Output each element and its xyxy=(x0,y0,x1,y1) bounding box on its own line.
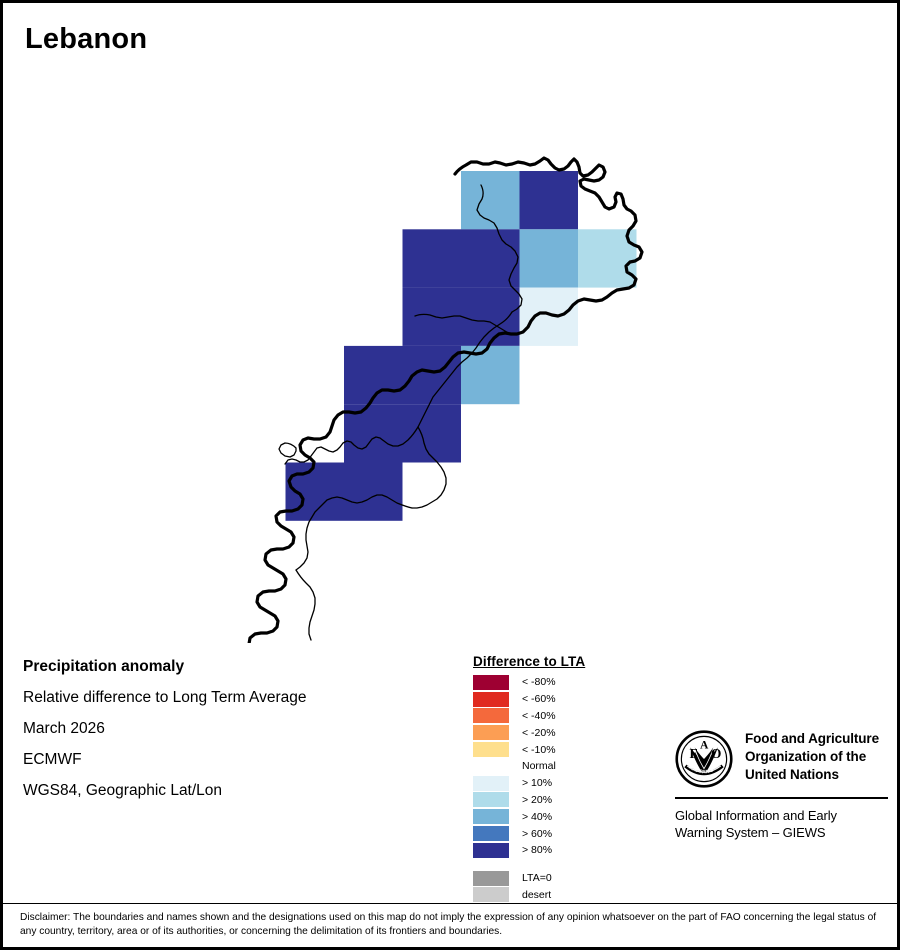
legend-label: < -80% xyxy=(522,676,556,689)
map-legend: Difference to LTA < -80% < -60% < -40% <… xyxy=(473,654,653,903)
legend-label: > 60% xyxy=(522,827,553,840)
legend-label: > 20% xyxy=(522,793,553,806)
legend-row: > 10% xyxy=(473,775,653,792)
legend-label: Normal xyxy=(522,760,556,773)
legend-row: > 60% xyxy=(473,825,653,842)
admin-boundary-internal-3 xyxy=(417,311,513,428)
fao-organization-name: Food and Agriculture Organization of the… xyxy=(745,730,879,784)
country-boundary-lebanon xyxy=(247,156,644,643)
legend-row-desert: desert xyxy=(473,887,653,904)
raster-cell xyxy=(344,462,403,521)
giews-line-1: Global Information and Early xyxy=(675,808,837,823)
caption-line-period: March 2026 xyxy=(23,720,105,737)
fao-org-line-2: Organization of the xyxy=(745,748,867,764)
legend-label: > 80% xyxy=(522,844,553,857)
raster-cell xyxy=(519,229,578,288)
page-title: Lebanon xyxy=(25,23,148,55)
caption-line-projection: WGS84, Geographic Lat/Lon xyxy=(23,782,223,799)
legend-swatch xyxy=(473,674,509,690)
raster-cell xyxy=(344,345,403,405)
coastal-detail xyxy=(278,442,297,458)
legend-swatch xyxy=(473,775,509,791)
admin-boundary-internal xyxy=(476,184,523,313)
raster-cell xyxy=(461,345,520,405)
legend-swatch xyxy=(473,809,509,825)
legend-row: < -60% xyxy=(473,691,653,708)
map-canvas xyxy=(3,63,897,643)
legend-row: > 20% xyxy=(473,792,653,809)
legend-swatch xyxy=(473,691,509,707)
giews-line-2: Warning System – GIEWS xyxy=(675,825,826,841)
fao-divider xyxy=(675,797,888,799)
legend-label: desert xyxy=(522,888,552,901)
legend-swatch xyxy=(473,870,509,886)
disclaimer-divider xyxy=(3,903,897,904)
raster-cell xyxy=(519,287,578,346)
raster-grid xyxy=(285,171,637,521)
disclaimer-text: Disclaimer: The boundaries and names sho… xyxy=(20,912,877,938)
admin-boundary-internal-2 xyxy=(414,313,511,335)
legend-row: < -40% xyxy=(473,708,653,725)
caption-line-subtitle: Relative difference to Long Term Average xyxy=(23,689,307,706)
legend-row: < -20% xyxy=(473,724,653,741)
legend-label: < -60% xyxy=(522,693,556,706)
admin-boundary-internal-4 xyxy=(284,426,419,465)
legend-label: LTA=0 xyxy=(522,872,552,885)
fao-org-line-3: United Nations xyxy=(745,766,839,782)
legend-label: < -40% xyxy=(522,709,556,722)
legend-row: > 40% xyxy=(473,808,653,825)
legend-swatch xyxy=(473,842,509,858)
legend-row: Normal xyxy=(473,758,653,775)
lebanon-precipitation-anomaly-map xyxy=(247,156,644,643)
admin-boundary-internal-6 xyxy=(295,494,413,571)
raster-cell xyxy=(461,287,520,346)
legend-row: > 80% xyxy=(473,842,653,859)
legend-swatch xyxy=(473,758,509,774)
raster-cell xyxy=(461,229,520,288)
legend-label: < -20% xyxy=(522,726,556,739)
raster-cell xyxy=(402,404,461,463)
legend-label: < -10% xyxy=(522,743,556,756)
legend-title: Difference to LTA xyxy=(473,654,586,669)
raster-cell xyxy=(461,171,520,230)
raster-cell xyxy=(519,171,578,230)
legend-swatch xyxy=(473,792,509,808)
svg-text:F: F xyxy=(690,746,698,761)
legend-swatch xyxy=(473,725,509,741)
fao-org-line-1: Food and Agriculture xyxy=(745,731,879,746)
legend-swatch xyxy=(473,826,509,842)
fao-header: F A O FIAT PANIS Food and Agriculture Or… xyxy=(675,730,890,788)
fao-branding-block: F A O FIAT PANIS Food and Agriculture Or… xyxy=(675,730,890,842)
map-caption-block: Precipitation anomaly Relative differenc… xyxy=(23,658,453,813)
raster-cell xyxy=(402,229,461,288)
legend-swatch xyxy=(473,708,509,724)
legend-row-lta-zero: LTA=0 xyxy=(473,870,653,887)
caption-line-title: Precipitation anomaly xyxy=(23,658,185,675)
legend-label: > 10% xyxy=(522,777,553,790)
caption-line-source: ECMWF xyxy=(23,751,82,768)
legend-divider-gap xyxy=(473,859,653,870)
fao-logo-icon: F A O FIAT PANIS xyxy=(675,730,733,788)
legend-swatch xyxy=(473,887,509,903)
legend-row: < -80% xyxy=(473,674,653,691)
svg-text:A: A xyxy=(700,739,709,752)
legend-label: > 40% xyxy=(522,810,553,823)
giews-system-name: Global Information and Early Warning Sys… xyxy=(675,807,890,842)
admin-boundary-internal-5 xyxy=(411,426,447,509)
legend-swatch xyxy=(473,742,509,758)
admin-boundary-internal-7 xyxy=(295,569,316,641)
svg-text:O: O xyxy=(711,746,721,761)
legend-row: < -10% xyxy=(473,741,653,758)
